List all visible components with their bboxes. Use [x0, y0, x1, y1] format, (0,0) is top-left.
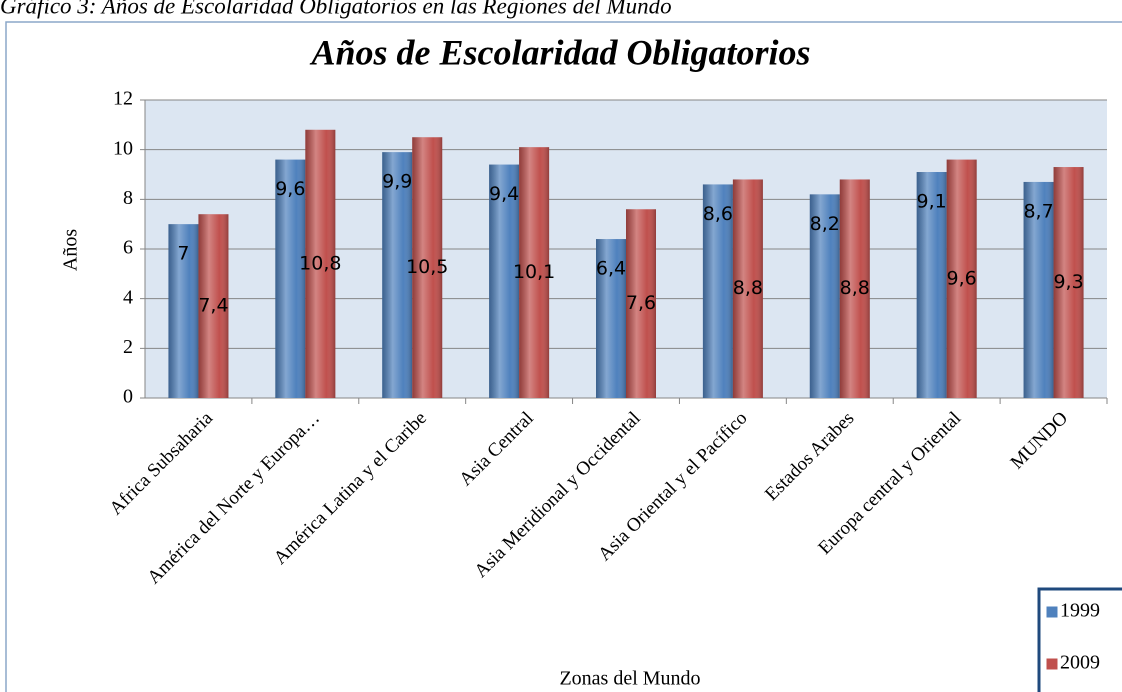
chart-title: Años de Escolaridad Obligatorios	[309, 32, 810, 72]
y-tick-label: 12	[113, 88, 133, 110]
data-label: 7	[177, 243, 189, 265]
y-tick-label: 0	[123, 386, 133, 408]
legend-label: 1999	[1060, 600, 1100, 622]
y-axis-label: Años	[60, 229, 82, 271]
bar-shine	[702, 184, 733, 398]
bar-shine	[412, 137, 443, 398]
legend-swatch	[1045, 605, 1059, 619]
data-label: 9,4	[489, 183, 519, 205]
data-label: 10,1	[513, 261, 555, 283]
data-label: 8,8	[733, 277, 763, 299]
data-label: 7,4	[198, 295, 228, 317]
bar-shine	[1053, 167, 1084, 398]
bar-shine	[626, 209, 656, 398]
data-label: 10,5	[406, 256, 448, 278]
bar-shine	[489, 164, 520, 398]
data-label: 9,1	[917, 191, 947, 213]
bar-shine	[839, 179, 870, 398]
data-label: 10,8	[299, 252, 341, 274]
y-tick-label: 4	[123, 286, 133, 308]
bar-shine	[1023, 181, 1054, 398]
data-label: 9,3	[1053, 271, 1083, 293]
legend-label: 2009	[1060, 652, 1100, 674]
data-label: 7,6	[626, 292, 656, 314]
data-label: 9,9	[382, 171, 412, 193]
bar-shine	[809, 194, 840, 398]
data-label: 8,6	[703, 203, 733, 225]
legend-swatch	[1045, 657, 1059, 671]
bar-shine	[946, 159, 977, 398]
bar-shine	[916, 172, 947, 398]
y-tick-label: 2	[123, 336, 133, 358]
data-label: 6,4	[596, 258, 626, 280]
caption: Gráfico 3: Años de Escolaridad Obligator…	[0, 0, 672, 18]
data-label: 8,7	[1023, 200, 1053, 222]
data-label: 8,2	[810, 213, 840, 235]
bar-shine	[596, 239, 626, 398]
bar-shine	[382, 152, 413, 398]
bar-shine	[305, 129, 336, 399]
data-label: 9,6	[275, 178, 305, 200]
bar-shine	[198, 214, 229, 398]
bar-shine	[275, 159, 306, 398]
x-axis-label: Zonas del Mundo	[559, 668, 700, 690]
bar-shine	[519, 147, 550, 398]
y-tick-label: 10	[113, 137, 133, 159]
bar-shine	[168, 224, 199, 398]
data-label: 9,6	[947, 267, 977, 289]
bar-shine	[732, 179, 763, 398]
data-label: 8,8	[840, 277, 870, 299]
y-tick-label: 6	[123, 237, 133, 259]
y-tick-label: 8	[123, 187, 133, 209]
